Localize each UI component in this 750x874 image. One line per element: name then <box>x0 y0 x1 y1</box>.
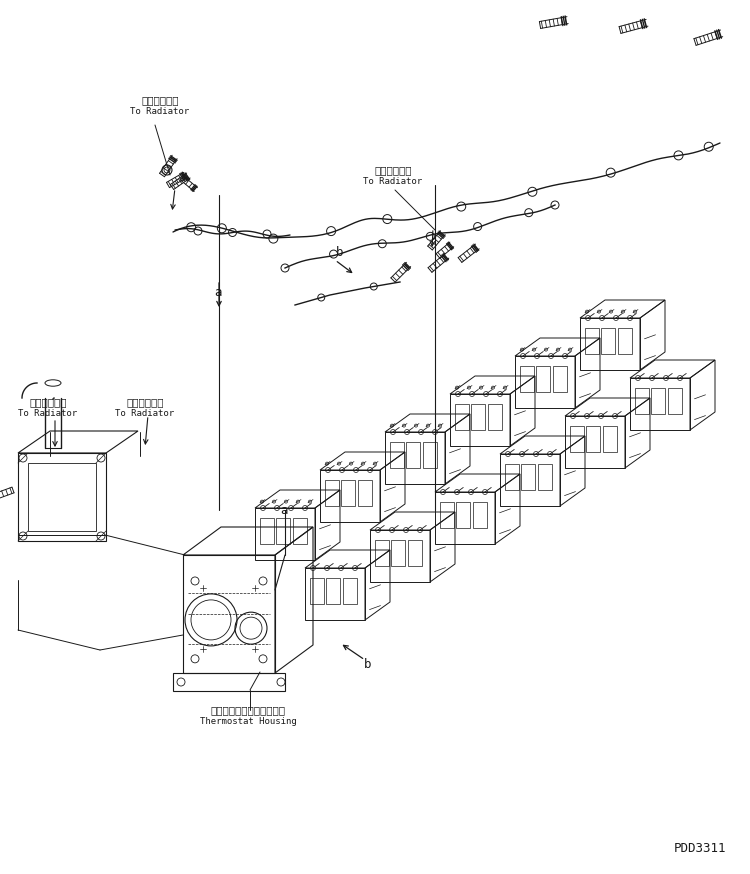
Text: b: b <box>364 658 372 671</box>
Text: To Radiator: To Radiator <box>116 409 175 418</box>
Text: PDD3311: PDD3311 <box>674 842 726 855</box>
Text: b: b <box>336 246 344 259</box>
Text: To Radiator: To Radiator <box>364 177 422 186</box>
Text: ラジェータへ: ラジェータへ <box>141 95 178 105</box>
Text: ラジェータへ: ラジェータへ <box>374 165 412 175</box>
Text: To Radiator: To Radiator <box>19 409 77 418</box>
Text: ラジェータへ: ラジェータへ <box>29 397 67 407</box>
Text: To Radiator: To Radiator <box>130 107 190 116</box>
Text: a: a <box>214 287 222 300</box>
Text: サーモスタットハウジング: サーモスタットハウジング <box>211 705 286 715</box>
Text: ラジェータへ: ラジェータへ <box>126 397 164 407</box>
Text: a: a <box>280 503 288 517</box>
Text: Thermostat Housing: Thermostat Housing <box>200 717 296 726</box>
